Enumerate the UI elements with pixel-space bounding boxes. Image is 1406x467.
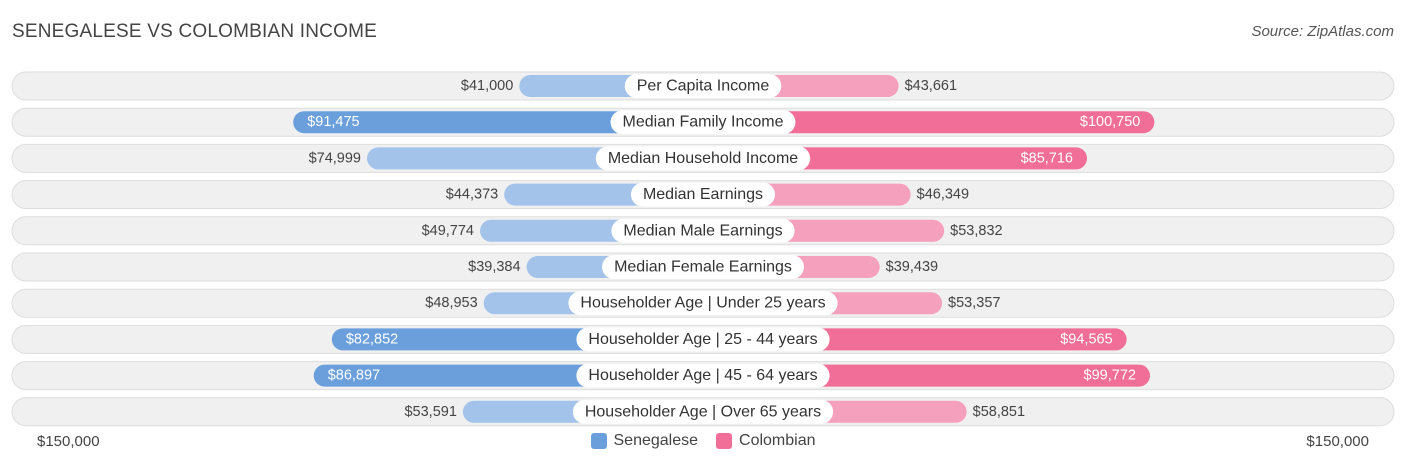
category-pill bbox=[624, 74, 782, 98]
source-credit: Source: ZipAtlas.com bbox=[1251, 23, 1394, 40]
value-label-colombian: $99,772 bbox=[1084, 368, 1136, 384]
value-label-colombian: $43,661 bbox=[905, 78, 957, 94]
category-pill bbox=[610, 110, 796, 135]
value-label-senegalese: $49,774 bbox=[422, 223, 474, 239]
category-label: Householder Age | 45 - 64 years bbox=[588, 367, 817, 384]
category-pill bbox=[576, 327, 830, 352]
value-label-colombian: $46,349 bbox=[917, 187, 969, 203]
value-label-senegalese: $39,384 bbox=[468, 259, 520, 275]
chart-title: SENEGALESE VS COLOMBIAN INCOME bbox=[12, 21, 377, 42]
category-pill bbox=[572, 399, 834, 424]
legend-swatch-colombian bbox=[716, 433, 733, 449]
category-label: Householder Age | Over 65 years bbox=[585, 403, 821, 420]
value-label-senegalese: $82,852 bbox=[346, 331, 398, 347]
category-label: Per Capita Income bbox=[637, 78, 770, 95]
value-label-colombian: $53,832 bbox=[950, 223, 1002, 239]
legend: Senegalese Colombian bbox=[0, 432, 1406, 450]
category-pill bbox=[595, 146, 811, 171]
category-label: Median Male Earnings bbox=[623, 222, 782, 239]
category-pill bbox=[611, 218, 795, 243]
category-label: Median Female Earnings bbox=[614, 259, 792, 276]
bar-senegalese bbox=[293, 111, 703, 134]
value-label-senegalese: $48,953 bbox=[425, 295, 477, 311]
category-pill bbox=[602, 255, 804, 279]
value-label-senegalese: $91,475 bbox=[307, 114, 359, 130]
legend-label-senegalese: Senegalese bbox=[613, 432, 699, 449]
legend-item-colombian: Colombian bbox=[716, 432, 816, 450]
value-label-senegalese: $53,591 bbox=[404, 404, 456, 420]
value-label-senegalese: $74,999 bbox=[309, 150, 361, 166]
category-label: Median Earnings bbox=[643, 186, 763, 203]
value-label-colombian: $58,851 bbox=[973, 404, 1025, 420]
legend-item-senegalese: Senegalese bbox=[590, 432, 699, 450]
category-label: Median Household Income bbox=[608, 150, 798, 167]
value-label-colombian: $94,565 bbox=[1060, 331, 1112, 347]
axis-label-right: $150,000 bbox=[1306, 433, 1369, 450]
value-label-senegalese: $41,000 bbox=[461, 78, 513, 94]
legend-swatch-senegalese bbox=[590, 433, 607, 449]
value-label-colombian: $100,750 bbox=[1080, 114, 1140, 130]
bar-colombian bbox=[703, 111, 1155, 134]
value-label-colombian: $85,716 bbox=[1021, 150, 1073, 166]
value-label-senegalese: $86,897 bbox=[328, 368, 380, 384]
income-chart: $41,000 $43,661 Per Capita Income $91,475 $1… bbox=[11, 71, 1395, 427]
category-label: Median Family Income bbox=[623, 114, 784, 131]
category-pill bbox=[568, 291, 838, 316]
value-label-colombian: $39,439 bbox=[886, 259, 938, 275]
value-label-senegalese: $44,373 bbox=[446, 187, 498, 203]
category-label: Householder Age | Under 25 years bbox=[580, 295, 825, 312]
category-label: Householder Age | 25 - 44 years bbox=[588, 331, 817, 348]
legend-label-colombian: Colombian bbox=[739, 432, 816, 449]
category-pill bbox=[630, 182, 776, 207]
axis-label-left: $150,000 bbox=[37, 433, 100, 450]
value-label-colombian: $53,357 bbox=[948, 295, 1000, 311]
category-pill bbox=[576, 363, 830, 388]
